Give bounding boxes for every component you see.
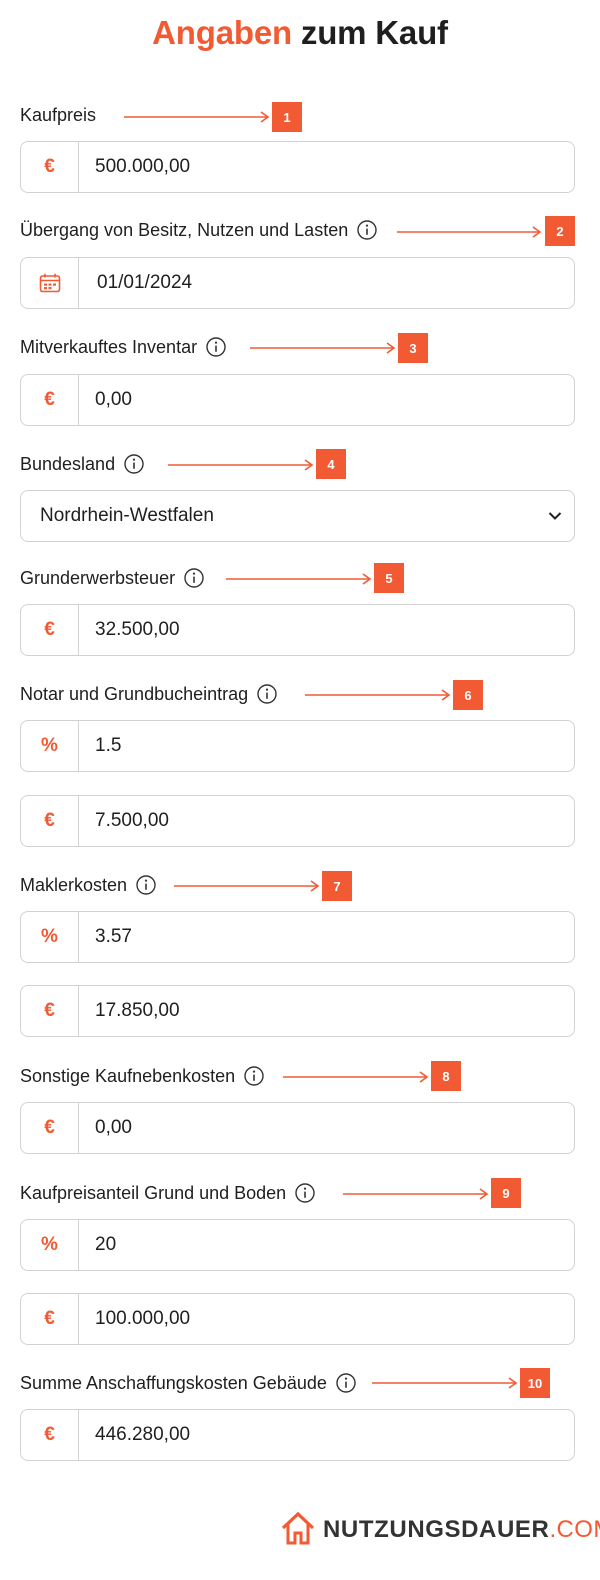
makler-percent-field[interactable]: % 3.57 [20, 911, 575, 963]
makler-amount-input[interactable]: 17.850,00 [95, 1000, 180, 1021]
label-text: Sonstige Kaufnebenkosten [20, 1065, 236, 1086]
info-icon[interactable] [184, 568, 204, 588]
grunderwerbsteuer-field[interactable]: € 32.500,00 [20, 604, 575, 656]
label-maklerkosten: Maklerkosten [20, 872, 156, 898]
label-text: Kaufpreisanteil Grund und Boden [20, 1182, 287, 1203]
summe-field[interactable]: € 446.280,00 [20, 1409, 575, 1461]
house-logo-icon [280, 1510, 316, 1551]
info-icon[interactable] [357, 220, 377, 240]
grund-boden-percent-input[interactable]: 20 [95, 1234, 117, 1255]
badge-9: 9 [491, 1178, 521, 1208]
label-text: Mitverkauftes Inventar [20, 336, 198, 357]
arrow-2 [397, 226, 542, 238]
arrow-4 [168, 459, 314, 471]
label-uebergang: Übergang von Besitz, Nutzen und Lasten [20, 217, 377, 243]
badge-6: 6 [453, 680, 483, 710]
grund-boden-amount-input[interactable]: 100.000,00 [95, 1308, 191, 1329]
arrow-5 [226, 573, 372, 585]
arrow-6 [305, 689, 451, 701]
kaufpreis-field[interactable]: € 500.000,00 [20, 141, 575, 193]
uebergang-date-field[interactable]: 01/01/2024 [20, 257, 575, 309]
sonstige-input[interactable]: 0,00 [95, 1117, 132, 1138]
label-notar: Notar und Grundbucheintrag [20, 681, 277, 707]
badge-4: 4 [316, 449, 346, 479]
label-text: Maklerkosten [20, 874, 128, 895]
arrow-7 [174, 880, 320, 892]
info-icon[interactable] [244, 1066, 264, 1086]
label-bundesland: Bundesland [20, 451, 144, 477]
badge-10: 10 [520, 1368, 550, 1398]
summe-input[interactable]: 446.280,00 [95, 1424, 191, 1445]
arrow-1 [124, 111, 270, 123]
sonstige-field[interactable]: € 0,00 [20, 1102, 575, 1154]
label-text: Bundesland [20, 453, 116, 474]
notar-amount-input[interactable]: 7.500,00 [95, 810, 169, 831]
info-icon[interactable] [295, 1183, 315, 1203]
bundesland-selected-value: Nordrhein-Westfalen [40, 505, 214, 526]
page-title-rest: zum Kauf [300, 14, 448, 51]
euro-prefix: € [21, 605, 79, 655]
logo-tld: .COM [549, 1516, 600, 1543]
badge-1: 1 [272, 102, 302, 132]
label-text: Kaufpreis [20, 104, 97, 125]
page-title: Angaben zum Kauf [0, 14, 600, 52]
bundesland-select[interactable]: Nordrhein-Westfalen [20, 490, 575, 542]
label-text: Notar und Grundbucheintrag [20, 683, 249, 704]
arrow-3 [250, 342, 396, 354]
label-grunderwerbsteuer: Grunderwerbsteuer [20, 565, 204, 591]
label-sonstige: Sonstige Kaufnebenkosten [20, 1063, 264, 1089]
info-icon[interactable] [124, 454, 144, 474]
euro-prefix: € [21, 375, 79, 425]
badge-8: 8 [431, 1061, 461, 1091]
badge-3: 3 [398, 333, 428, 363]
kaufpreis-input[interactable]: 500.000,00 [95, 156, 191, 177]
label-grund-boden: Kaufpreisanteil Grund und Boden [20, 1180, 315, 1206]
arrow-8 [283, 1071, 429, 1083]
percent-prefix: % [21, 721, 79, 771]
makler-amount-field[interactable]: € 17.850,00 [20, 985, 575, 1037]
euro-prefix: € [21, 1410, 79, 1460]
page-title-accent: Angaben [152, 14, 292, 51]
notar-percent-input[interactable]: 1.5 [95, 735, 122, 756]
euro-prefix: € [21, 1103, 79, 1153]
calendar-icon[interactable] [21, 258, 79, 308]
notar-percent-field[interactable]: % 1.5 [20, 720, 575, 772]
info-icon[interactable] [206, 337, 226, 357]
percent-prefix: % [21, 1220, 79, 1270]
grunderwerbsteuer-input[interactable]: 32.500,00 [95, 619, 180, 640]
percent-prefix: % [21, 912, 79, 962]
euro-prefix: € [21, 986, 79, 1036]
chevron-down-icon[interactable] [548, 511, 570, 521]
uebergang-date-input[interactable]: 01/01/2024 [97, 272, 193, 293]
logo-brand: NUTZUNGSDAUER [323, 1516, 550, 1543]
arrow-10 [372, 1377, 518, 1389]
info-icon[interactable] [336, 1373, 356, 1393]
label-text: Summe Anschaffungskosten Gebäude [20, 1372, 327, 1393]
logo[interactable]: NUTZUNGSDAUER.COM [280, 1510, 600, 1550]
label-text: Grunderwerbsteuer [20, 567, 176, 588]
euro-prefix: € [21, 1294, 79, 1344]
label-kaufpreis: Kaufpreis [20, 102, 96, 128]
badge-2: 2 [545, 216, 575, 246]
grund-boden-amount-field[interactable]: € 100.000,00 [20, 1293, 575, 1345]
notar-amount-field[interactable]: € 7.500,00 [20, 795, 575, 847]
label-summe: Summe Anschaffungskosten Gebäude [20, 1370, 356, 1396]
arrow-9 [343, 1188, 489, 1200]
euro-prefix: € [21, 796, 79, 846]
grund-boden-percent-field[interactable]: % 20 [20, 1219, 575, 1271]
inventar-input[interactable]: 0,00 [95, 389, 132, 410]
inventar-field[interactable]: € 0,00 [20, 374, 575, 426]
badge-7: 7 [322, 871, 352, 901]
info-icon[interactable] [257, 684, 277, 704]
label-text: Übergang von Besitz, Nutzen und Lasten [20, 219, 349, 240]
makler-percent-input[interactable]: 3.57 [95, 926, 132, 947]
badge-5: 5 [374, 563, 404, 593]
label-inventar: Mitverkauftes Inventar [20, 334, 226, 360]
info-icon[interactable] [136, 875, 156, 895]
euro-prefix: € [21, 142, 79, 192]
